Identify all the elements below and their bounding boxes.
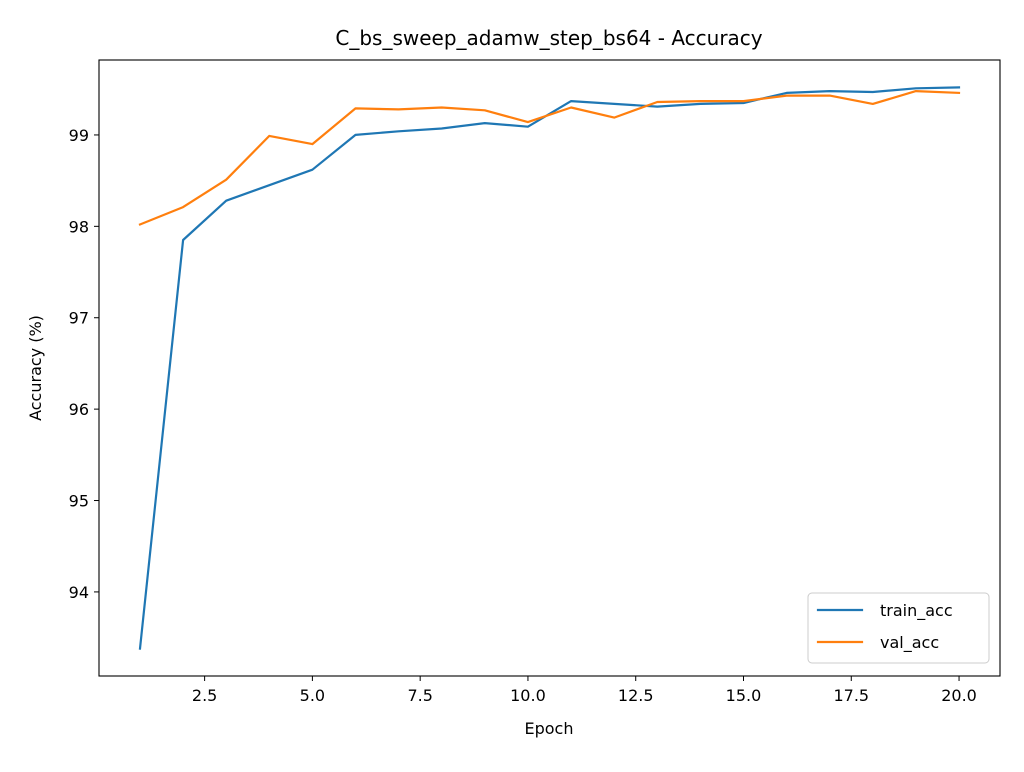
y-tick-label: 97 xyxy=(69,309,89,328)
y-axis-label: Accuracy (%) xyxy=(26,315,45,421)
x-tick-label: 10.0 xyxy=(510,686,546,705)
x-tick-label: 7.5 xyxy=(407,686,432,705)
plot-frame xyxy=(98,59,1001,677)
x-tick-label: 12.5 xyxy=(618,686,654,705)
y-tick-label: 94 xyxy=(69,583,89,602)
y-tick-label: 99 xyxy=(69,126,89,145)
y-tick-label: 96 xyxy=(69,400,89,419)
x-tick-label: 5.0 xyxy=(300,686,325,705)
x-tick-label: 20.0 xyxy=(941,686,977,705)
y-tick-label: 98 xyxy=(69,217,89,236)
x-tick-label: 17.5 xyxy=(833,686,869,705)
x-axis-label: Epoch xyxy=(525,719,574,738)
series-lines xyxy=(138,86,961,650)
chart-title: C_bs_sweep_adamw_step_bs64 - Accuracy xyxy=(335,26,762,50)
legend-label-val-acc: val_acc xyxy=(880,633,939,653)
axis-ticks: 2.5 5.0 7.5 10.0 12.5 15.0 17.5 20.0 94 95 96 97 98 9… xyxy=(69,126,977,705)
x-tick-label: 2.5 xyxy=(192,686,217,705)
series-line-val-acc xyxy=(138,89,961,226)
y-tick-label: 95 xyxy=(69,492,89,511)
legend: train_acc val_acc xyxy=(807,592,990,664)
x-tick-label: 15.0 xyxy=(726,686,762,705)
legend-label-train-acc: train_acc xyxy=(880,601,953,621)
